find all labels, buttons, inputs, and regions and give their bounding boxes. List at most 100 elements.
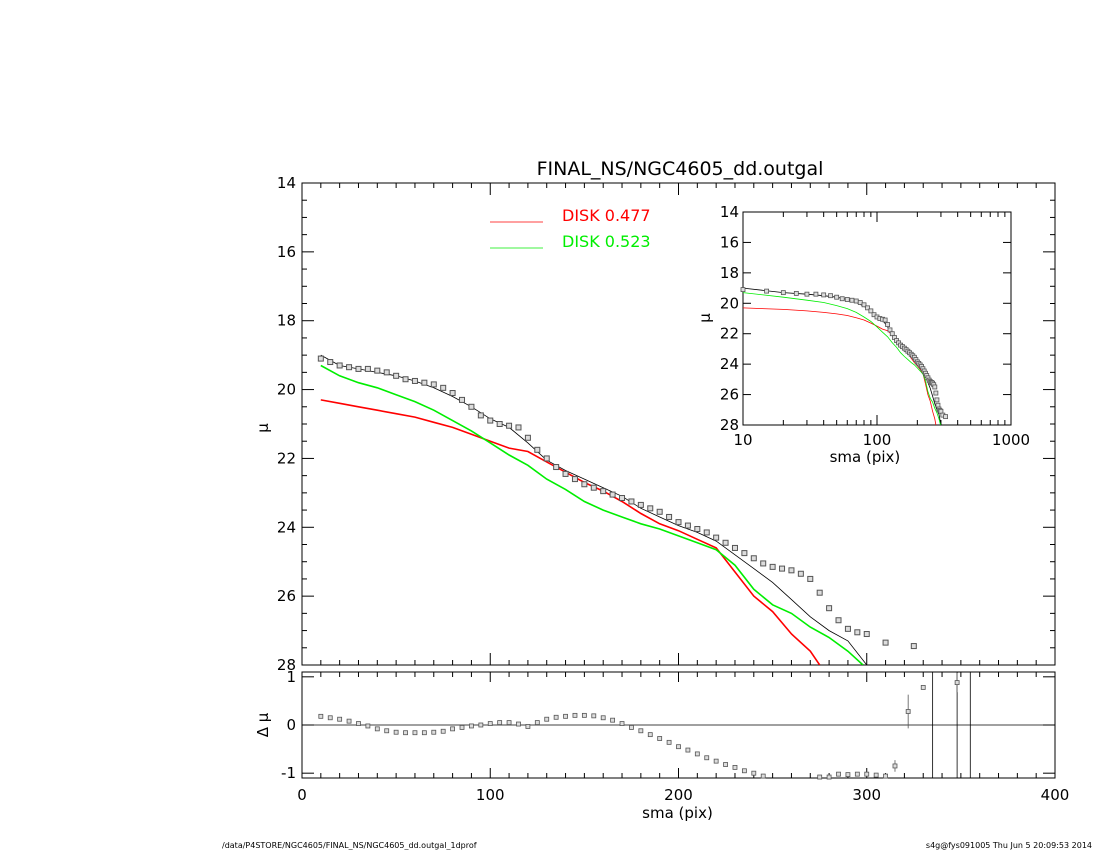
legend-label: DISK 0.477 — [562, 206, 651, 225]
main-data-point — [826, 605, 833, 612]
residual-data-point — [497, 720, 503, 725]
main-data-point — [364, 365, 371, 372]
residual-data-point — [591, 713, 597, 719]
inset-x-tick-label: 100 — [863, 431, 892, 449]
main-data-point — [440, 384, 447, 391]
main-data-point — [600, 488, 607, 495]
inset-data-point — [885, 322, 891, 327]
residual-data-point — [713, 758, 719, 764]
residual-x-tick-label: 0 — [297, 786, 307, 804]
main-data-point — [637, 501, 644, 508]
main-data-point — [760, 560, 767, 567]
main-data-point — [694, 526, 701, 533]
residual-data-point — [751, 770, 757, 776]
main-data-point — [562, 470, 569, 477]
main-data-point — [355, 365, 362, 372]
main-data-point — [459, 396, 466, 403]
main-data-point — [816, 589, 823, 596]
residual-data-point — [337, 716, 343, 722]
residual-data-point — [666, 739, 672, 745]
inset-y-axis-label: μ — [696, 313, 714, 323]
residual-data-point — [450, 726, 456, 732]
inset-y-tick-label: 20 — [720, 294, 739, 312]
inset-data-point — [780, 290, 786, 296]
residual-data-point — [694, 751, 700, 757]
inset-data-point — [868, 308, 874, 314]
main-y-axis-label: μ — [254, 423, 272, 433]
residual-data-point — [412, 730, 418, 736]
inset-x-tick-label: 1000 — [992, 431, 1030, 449]
main-data-point — [402, 376, 409, 383]
residual-data-point — [704, 755, 710, 761]
main-y-tick-label: 14 — [277, 174, 296, 192]
main-data-point — [741, 550, 748, 557]
residual-data-point — [854, 771, 860, 777]
inset-x-tick-label: 10 — [733, 431, 752, 449]
main-data-point — [788, 567, 795, 574]
residual-data-point — [836, 771, 841, 777]
inset-data-point — [834, 294, 840, 300]
main-data-point — [581, 481, 588, 488]
residual-data-point — [723, 762, 728, 767]
residual-data-point — [506, 720, 512, 725]
inset-data-point — [813, 291, 819, 297]
residual-data-point — [685, 747, 691, 753]
residual-data-point — [384, 728, 390, 734]
main-data-point — [543, 455, 550, 462]
residual-data-point — [638, 728, 644, 734]
residual-data-point — [610, 717, 616, 723]
inset-y-tick-label: 22 — [720, 325, 739, 343]
residual-data-point — [421, 730, 427, 736]
main-data-point — [656, 508, 663, 515]
main-data-point — [703, 529, 710, 536]
main-data-point — [910, 643, 917, 650]
main-disk2-line — [320, 364, 864, 665]
footer-timestamp: s4g@fys091005 Thu Jun 5 20:09:53 2014 — [926, 841, 1092, 850]
residual-data-point — [431, 729, 437, 735]
residual-data-point — [327, 715, 333, 721]
main-data-point — [797, 570, 804, 577]
residual-data-point — [440, 728, 446, 734]
main-y-tick-label: 16 — [277, 243, 296, 261]
main-y-tick-label: 26 — [277, 587, 296, 605]
inset-data-point — [844, 297, 850, 302]
residual-data-point — [581, 712, 587, 718]
inset-data-point — [935, 402, 941, 408]
residual-data-point — [817, 774, 823, 780]
residual-data-point — [346, 718, 352, 724]
main-data-point — [553, 464, 560, 471]
inset-y-tick-label: 26 — [720, 386, 739, 404]
inset-y-tick-label: 14 — [720, 203, 739, 221]
main-data-point — [731, 544, 738, 551]
residual-data-point — [873, 772, 879, 778]
main-data-point — [779, 565, 786, 572]
main-plot: 14 16 18 20 22 24 26 28 μ DISK 0.477 DISK 0.523 — [254, 174, 1056, 674]
residual-data-point — [487, 721, 493, 726]
main-y-tick-label: 20 — [277, 381, 296, 399]
residual-data-point — [356, 721, 361, 726]
main-data-point — [647, 505, 654, 512]
residual-data-point — [619, 721, 625, 726]
residual-data-point — [732, 765, 738, 770]
residual-y-tick-label: -1 — [281, 764, 296, 782]
inset-y-tick-label: 18 — [720, 264, 739, 282]
main-data-point — [346, 364, 353, 371]
main-data-point — [374, 367, 381, 374]
residual-data-point — [318, 713, 324, 719]
main-data-point — [722, 539, 729, 546]
inset-data-point — [882, 317, 888, 323]
inset-data-point — [889, 331, 895, 337]
residual-data-point — [553, 714, 559, 720]
main-data-point — [628, 498, 635, 505]
residual-data-point — [760, 773, 766, 779]
residual-y-tick-label: 0 — [286, 716, 296, 734]
residual-x-tick-label: 400 — [1041, 786, 1070, 804]
main-data-point — [393, 372, 400, 379]
main-data-point — [430, 381, 437, 388]
inset-data-point — [932, 384, 938, 390]
main-data-point — [571, 476, 578, 483]
main-data-point — [468, 403, 475, 410]
residual-data-point — [657, 736, 663, 741]
